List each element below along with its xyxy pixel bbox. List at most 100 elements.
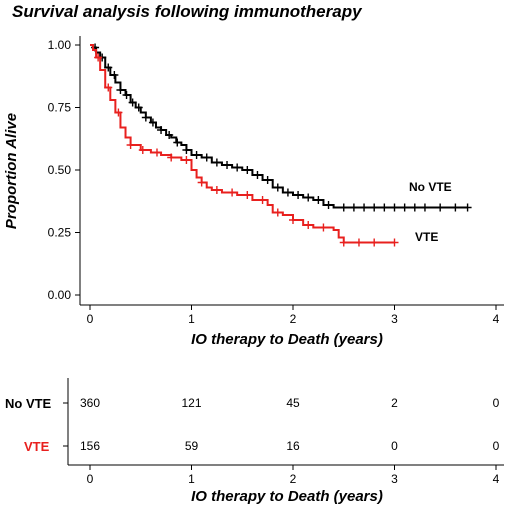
survival-curves: [90, 43, 472, 247]
risk-count-cell: 16: [286, 439, 300, 453]
censor-mark-no-vte: [173, 138, 182, 147]
censor-mark-no-vte: [436, 203, 445, 212]
censor-mark-no-vte: [202, 153, 211, 162]
censor-mark-vte: [304, 221, 313, 229]
censor-mark-vte: [138, 146, 147, 154]
y-tick-label: 0.75: [48, 101, 72, 115]
risk-count-cell: 0: [493, 439, 500, 453]
censor-mark-vte: [114, 108, 123, 117]
censor-mark-no-vte: [116, 86, 125, 94]
y-axis-title: Proportion Alive: [3, 113, 20, 229]
censor-mark-no-vte: [324, 201, 333, 209]
risk-count-cell: 45: [286, 396, 300, 410]
risk-x-tick-label: 3: [391, 472, 398, 486]
censor-mark-no-vte: [349, 203, 358, 212]
censor-mark-no-vte: [360, 203, 369, 212]
risk-x-tick-label: 4: [493, 472, 500, 486]
censor-mark-vte: [289, 216, 297, 224]
censor-mark-no-vte: [233, 163, 242, 172]
censor-mark-no-vte: [223, 161, 232, 169]
censor-mark-no-vte: [253, 171, 262, 179]
censor-mark-vte: [339, 238, 348, 247]
censor-mark-no-vte: [370, 203, 379, 212]
censor-mark-vte: [197, 178, 206, 187]
y-tick-label: 1.00: [48, 38, 72, 52]
censor-mark-no-vte: [339, 203, 348, 212]
censor-mark-no-vte: [263, 176, 272, 184]
risk-count-cell: 0: [493, 396, 500, 410]
risk-row-ticks: [63, 402, 68, 447]
risk-x-ticks: 0 1 2 3 4: [87, 465, 500, 486]
censor-mark-vte: [104, 83, 113, 92]
risk-row-label-no-vte: No VTE: [5, 396, 52, 411]
censor-mark-no-vte: [104, 63, 113, 72]
y-ticks: 0.00 0.25 0.50 0.75 1.00: [48, 38, 80, 302]
x-tick-label: 1: [188, 312, 195, 326]
y-tick-label: 0.25: [48, 226, 72, 240]
censor-mark-vte: [258, 196, 267, 204]
censor-mark-no-vte: [294, 191, 303, 199]
censor-mark-no-vte: [243, 166, 252, 174]
censor-mark-no-vte: [212, 158, 221, 167]
censor-mark-no-vte: [400, 203, 409, 212]
censor-mark-no-vte: [380, 203, 389, 212]
x-ticks: 0 1 2 3 4: [87, 305, 500, 326]
censor-mark-no-vte: [122, 91, 131, 99]
censor-mark-vte: [370, 238, 379, 247]
censor-mark-no-vte: [141, 113, 150, 122]
y-tick-label: 0.00: [48, 288, 72, 302]
censor-mark-no-vte: [451, 203, 460, 212]
censor-mark-vte: [243, 191, 252, 199]
curve-vte: [90, 44, 395, 244]
x-tick-label: 0: [87, 312, 94, 326]
censor-mark-no-vte: [314, 196, 323, 204]
censor-mark-no-vte: [283, 188, 292, 197]
censor-mark-no-vte: [165, 131, 174, 139]
censor-mark-vte: [94, 53, 103, 62]
risk-count-cell: 2: [391, 396, 398, 410]
risk-table: 0 1 2 3 4 360 121 45 2 0 156 59 16 0 0 No VTE VTE: [5, 378, 504, 486]
censor-mark-no-vte: [110, 71, 119, 79]
censor-mark-no-vte: [148, 118, 157, 127]
censor-mark-vte: [273, 208, 282, 217]
censor-mark-no-vte: [410, 203, 419, 212]
risk-count-cell: 121: [181, 396, 201, 410]
x-tick-label: 2: [290, 312, 297, 326]
risk-counts: 360 121 45 2 0 156 59 16 0 0: [80, 396, 500, 453]
censor-mark-no-vte: [420, 203, 429, 212]
censor-mark-vte: [319, 223, 328, 232]
risk-x-tick-label: 2: [290, 472, 297, 486]
risk-x-tick-label: 1: [188, 472, 195, 486]
x-axis-title: IO therapy to Death (years): [191, 331, 383, 348]
censor-mark-no-vte: [157, 126, 166, 134]
censor-mark-no-vte: [182, 146, 191, 154]
censor-mark-vte: [212, 186, 221, 194]
risk-count-cell: 360: [80, 396, 100, 410]
main-plot: 0.00 0.25 0.50 0.75 1.00 0 1 2 3 4 No VTE VTE: [48, 36, 504, 326]
censor-mark-no-vte: [128, 98, 137, 107]
risk-row-label-vte: VTE: [24, 439, 50, 454]
censor-mark-vte: [354, 238, 363, 247]
censor-mark-no-vte: [463, 203, 472, 212]
censor-mark-vte: [167, 153, 176, 162]
series-label-no-vte: No VTE: [409, 180, 452, 194]
x-tick-label: 4: [493, 312, 500, 326]
x-tick-label: 3: [391, 312, 398, 326]
curve-no-vte: [90, 44, 468, 209]
censor-mark-vte: [126, 141, 135, 149]
y-tick-label: 0.50: [48, 163, 72, 177]
censor-mark-no-vte: [273, 183, 282, 192]
censor-mark-vte: [390, 238, 399, 247]
risk-count-cell: 156: [80, 439, 100, 453]
risk-count-cell: 59: [185, 439, 199, 453]
risk-x-tick-label: 0: [87, 472, 94, 486]
censor-mark-vte: [182, 156, 191, 164]
risk-count-cell: 0: [391, 439, 398, 453]
series-label-vte: VTE: [415, 230, 438, 244]
censor-mark-vte: [152, 148, 161, 157]
censor-mark-no-vte: [134, 103, 143, 112]
censor-mark-no-vte: [304, 193, 313, 202]
risk-x-axis-title: IO therapy to Death (years): [191, 488, 383, 505]
censor-mark-vte: [228, 188, 237, 197]
